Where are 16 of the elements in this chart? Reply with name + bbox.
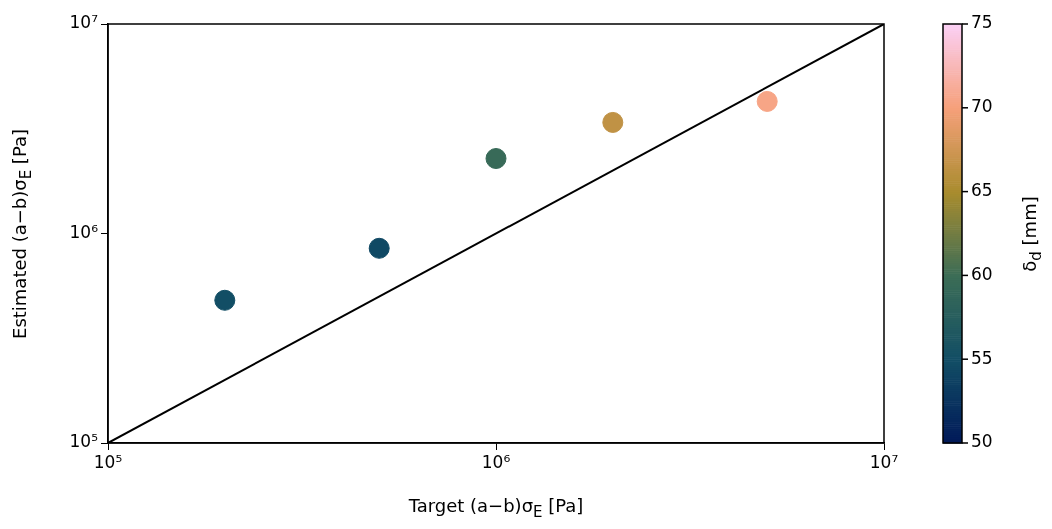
- color-bar-label: 60: [971, 263, 993, 284]
- x-axis-title: Target (a−b)σ$_{E}$ [Pa]: [408, 495, 584, 521]
- color-bar-label: 55: [971, 347, 993, 368]
- color-bar-label: 50: [971, 431, 993, 452]
- color-bar-label: 75: [971, 12, 993, 33]
- point: [756, 90, 778, 112]
- x-tick-label: 10⁶: [481, 451, 511, 472]
- y-tick-label: 10⁵: [69, 431, 98, 452]
- point: [214, 289, 236, 311]
- color-bar-label: 70: [971, 96, 993, 117]
- y-tick-label: 10⁶: [69, 221, 99, 242]
- color-bar-label: 65: [971, 180, 993, 201]
- y-tick-label: 10⁷: [69, 12, 99, 33]
- point: [485, 148, 507, 170]
- x-tick-label: 10⁵: [93, 451, 123, 472]
- x-tick-label: 10⁷: [869, 451, 899, 472]
